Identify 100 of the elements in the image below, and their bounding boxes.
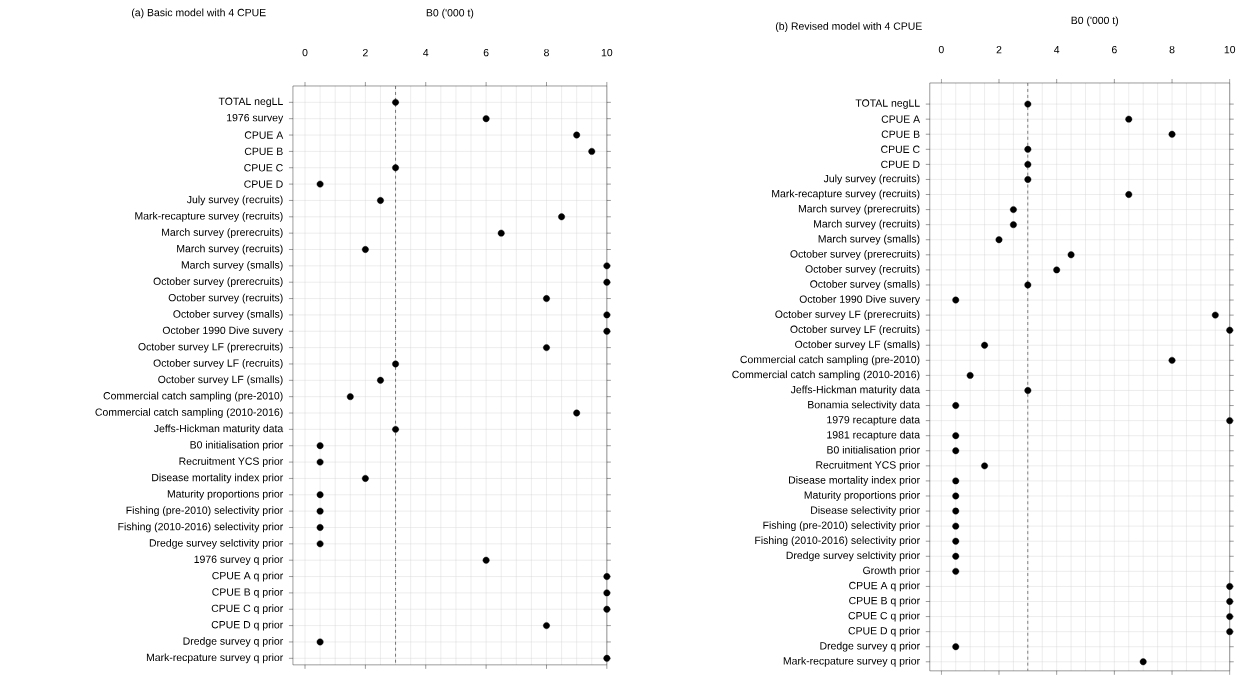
point <box>377 376 384 384</box>
point <box>603 262 611 270</box>
y-tick-label: CPUE D q prior <box>211 620 284 631</box>
y-tick-label: Mark-recpature survey q prior <box>783 656 920 667</box>
point <box>952 447 960 455</box>
point <box>316 540 324 548</box>
y-tick-label: CPUE D <box>881 160 920 169</box>
x-tick-label: 10 <box>601 48 613 57</box>
point <box>1226 613 1234 620</box>
y-tick-label: CPUE A q prior <box>212 571 284 582</box>
y-tick-label: B0 initialisation prior <box>827 445 920 456</box>
y-tick-label: March survey (recruits) <box>177 244 283 255</box>
x-tick-label: 8 <box>1169 45 1175 54</box>
y-tick-label: Recruitment YCS prior <box>816 460 920 471</box>
y-tick-label: October survey LF (recruits) <box>790 325 920 336</box>
y-tick-label: CPUE B <box>244 147 283 156</box>
point <box>1024 387 1032 394</box>
point <box>392 98 399 106</box>
point <box>603 278 611 286</box>
point <box>316 638 324 646</box>
point <box>1067 251 1075 259</box>
point <box>392 164 399 172</box>
point <box>316 491 324 499</box>
y-tick-label: October survey (prerecruits) <box>790 249 920 260</box>
y-tick-label: 1976 survey <box>227 113 284 124</box>
y-tick-label: CPUE B <box>881 130 920 138</box>
y-tick-label: Dredge survey q prior <box>183 637 284 647</box>
y-tick-label: October survey LF (smalls) <box>158 375 283 386</box>
point <box>952 432 960 440</box>
point <box>1226 628 1234 636</box>
y-tick-label: TOTAL negLL <box>855 99 920 109</box>
y-tick-label: Bonamia selectivity data <box>808 400 921 411</box>
x-tick-label: 2 <box>363 48 368 57</box>
point <box>316 524 324 531</box>
point <box>952 402 960 409</box>
y-tick-label: October survey (smalls) <box>173 310 283 320</box>
y-tick-label: Growth prior <box>863 566 920 577</box>
point <box>603 589 611 597</box>
text: (a) Basic model with 4 CPUE <box>131 8 266 19</box>
point <box>952 552 960 560</box>
point <box>1125 191 1133 198</box>
y-tick-label: March survey (prerecruits) <box>162 228 283 239</box>
y-tick-label: Maturity proportions prior <box>804 491 920 501</box>
point <box>588 147 596 155</box>
point <box>316 458 324 466</box>
y-tick-label: July survey (recruits) <box>823 174 920 185</box>
point <box>603 311 611 319</box>
y-tick-label: October survey LF (prerecruits) <box>775 310 920 320</box>
y-tick-label: Dredge survey selctivity prior <box>149 538 284 549</box>
point <box>482 556 490 564</box>
y-tick-label: CPUE A <box>244 131 284 139</box>
point <box>603 573 611 580</box>
point <box>981 341 988 349</box>
y-tick-label: Commercial catch sampling (pre-2010) <box>103 391 283 402</box>
y-tick-label: Dredge survey q prior <box>820 641 920 652</box>
point <box>1010 206 1017 213</box>
point <box>346 393 354 401</box>
y-tick-label: October survey LF (prerecruits) <box>138 342 283 353</box>
y-tick-label: Commercial catch sampling (2010-2016) <box>95 408 283 418</box>
y-tick-label: CPUE C <box>244 164 283 172</box>
point <box>361 475 369 482</box>
point <box>1010 221 1017 229</box>
y-tick-label: 1979 recapture data <box>827 415 921 426</box>
point <box>952 643 960 651</box>
y-tick-label: Mark-recpature survey q prior <box>146 653 284 664</box>
x-tick-label: 6 <box>483 48 489 57</box>
point <box>952 567 960 575</box>
y-tick-label: October 1990 Dive suvery <box>162 326 284 337</box>
point <box>316 180 324 188</box>
y-tick-label: March survey (recruits) <box>814 219 920 230</box>
y-tick-label: October survey (prerecruits) <box>153 277 283 288</box>
y-tick-label: Mark-recapture survey (recruits) <box>135 211 283 222</box>
x-tick-label: 0 <box>302 48 308 57</box>
point <box>1168 356 1176 364</box>
point <box>316 442 324 450</box>
point <box>1226 326 1234 334</box>
y-tick-label: CPUE C q prior <box>848 611 920 622</box>
point <box>1053 266 1061 274</box>
point <box>1024 176 1032 183</box>
y-tick-label: Recruitment YCS prior <box>179 457 284 467</box>
y-tick-label: October 1990 Dive suvery <box>799 295 921 305</box>
point <box>952 522 960 530</box>
point <box>952 296 960 304</box>
point <box>1024 145 1032 153</box>
y-tick-label: CPUE A <box>881 115 921 123</box>
point <box>361 246 369 253</box>
x-tick-label: 6 <box>1111 45 1117 54</box>
y-tick-label: Fishing (pre-2010) selectivity prior <box>763 521 920 531</box>
point <box>952 477 960 485</box>
point <box>1125 115 1133 123</box>
y-tick-label: CPUE B q prior <box>212 588 284 598</box>
point <box>377 197 384 204</box>
y-tick-label: CPUE B q prior <box>849 596 920 607</box>
point <box>603 327 611 335</box>
point <box>981 462 988 470</box>
y-tick-label: July survey (recruits) <box>186 195 283 206</box>
y-tick-label: October survey (recruits) <box>168 293 283 304</box>
y-tick-label: Commercial catch sampling (2010-2016) <box>732 370 920 381</box>
y-tick-label: March survey (smalls) <box>818 234 920 245</box>
y-tick-label: Dredge survey selctivity prior <box>786 551 920 562</box>
